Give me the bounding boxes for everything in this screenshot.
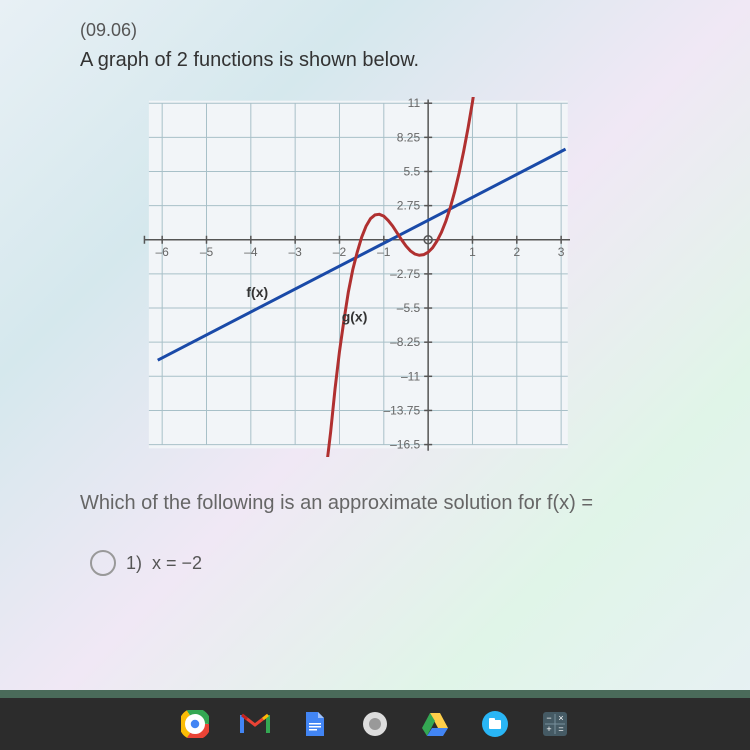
svg-text:–16.5: –16.5 <box>390 438 420 452</box>
svg-text:f(x): f(x) <box>246 284 268 300</box>
svg-text:–8.25: –8.25 <box>390 335 420 349</box>
svg-text:–13.75: –13.75 <box>383 403 420 417</box>
svg-text:2: 2 <box>513 245 520 259</box>
prompt-text: A graph of 2 functions is shown below. <box>80 49 670 72</box>
option-1[interactable]: 1) x = −2 <box>90 550 670 576</box>
taskbar[interactable]: −× + = <box>0 698 750 750</box>
calc-icon[interactable]: −× + = <box>540 709 570 739</box>
question-number: (09.06) <box>80 20 670 41</box>
svg-text:–11: –11 <box>401 369 420 383</box>
question-text: Which of the following is an approximate… <box>80 492 670 515</box>
svg-text:–3: –3 <box>288 245 302 259</box>
docs-icon[interactable] <box>300 709 330 739</box>
svg-text:g(x): g(x) <box>342 309 368 325</box>
svg-text:1: 1 <box>469 245 476 259</box>
option-text: x = −2 <box>152 553 202 574</box>
radio-icon[interactable] <box>90 550 116 576</box>
svg-text:−: − <box>546 713 551 723</box>
svg-text:–2.75: –2.75 <box>390 267 420 281</box>
files-icon[interactable] <box>480 709 510 739</box>
function-graph: –6 –5 –4 –3 –2 –11 2 3 2.75 5.5 8.25 11 –2.75 –5.5 –8.… <box>140 97 570 457</box>
gmail-icon[interactable] <box>240 709 270 739</box>
svg-text:×: × <box>558 713 563 723</box>
svg-text:8.25: 8.25 <box>397 130 421 144</box>
drive-icon[interactable] <box>420 709 450 739</box>
svg-text:–5.5: –5.5 <box>397 301 421 315</box>
svg-text:2.75: 2.75 <box>397 199 421 213</box>
svg-text:11: 11 <box>408 97 421 110</box>
svg-text:–4: –4 <box>244 245 258 259</box>
svg-text:+: + <box>546 724 551 734</box>
option-number: 1) <box>126 553 142 574</box>
graph-container: –6 –5 –4 –3 –2 –11 2 3 2.75 5.5 8.25 11 –2.75 –5.5 –8.… <box>140 97 570 462</box>
circle-icon[interactable] <box>360 709 390 739</box>
divider-bar <box>0 690 750 698</box>
svg-text:–5: –5 <box>200 245 214 259</box>
svg-text:–6: –6 <box>155 245 169 259</box>
svg-text:=: = <box>558 724 563 734</box>
svg-text:5.5: 5.5 <box>403 164 420 178</box>
svg-text:3: 3 <box>558 245 565 259</box>
chrome-icon[interactable] <box>180 709 210 739</box>
svg-text:–2: –2 <box>333 245 347 259</box>
